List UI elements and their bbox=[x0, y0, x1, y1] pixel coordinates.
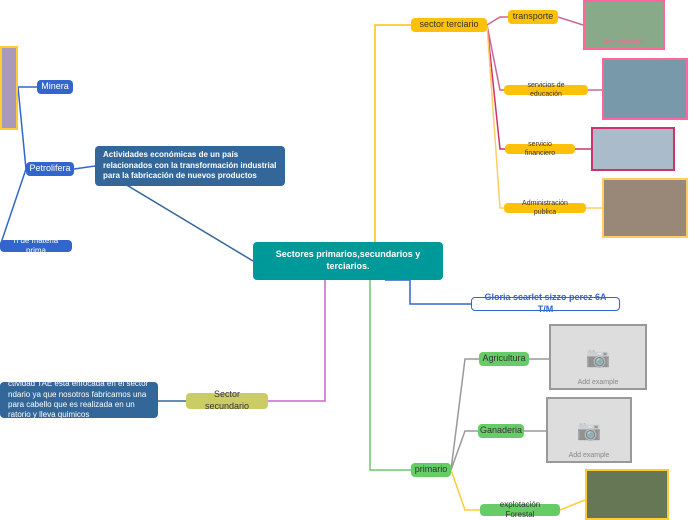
image-educacion[interactable] bbox=[602, 58, 688, 120]
image-transporte[interactable]: Add example bbox=[583, 0, 665, 50]
node-actividad-tae[interactable]: ctividad TAE esta enfocada en el sector … bbox=[0, 382, 158, 418]
node-sector-terciario[interactable]: sector terciario bbox=[411, 18, 487, 32]
center-node[interactable]: Sectores primarios,secundarios y terciar… bbox=[253, 242, 443, 280]
camera-icon: 📷 bbox=[577, 418, 602, 443]
camera-icon: 📷 bbox=[586, 345, 611, 370]
node-materia-prima[interactable]: n de materia prima bbox=[0, 240, 72, 252]
node-servicio-financiero[interactable]: servicio financiero bbox=[505, 144, 575, 154]
image-caption: Add example bbox=[569, 452, 610, 459]
image-left[interactable] bbox=[0, 46, 18, 130]
node-petrolifera[interactable]: Petrolifera bbox=[26, 162, 74, 176]
image-caption: Add example bbox=[578, 379, 619, 386]
image-forestal[interactable] bbox=[585, 469, 669, 520]
node-admin-publica[interactable]: Administración publica bbox=[504, 203, 586, 213]
node-servicios-educacion[interactable]: servicios de educación bbox=[504, 85, 588, 95]
node-agricultura[interactable]: Agricultura bbox=[479, 352, 529, 366]
node-actividades[interactable]: Actividades económicas de un país relaci… bbox=[95, 146, 285, 186]
image-agricultura[interactable]: 📷 Add example bbox=[549, 324, 647, 390]
node-sector-secundario[interactable]: Sector secundario bbox=[186, 393, 268, 409]
node-ganaderia[interactable]: Ganaderia bbox=[478, 424, 524, 438]
image-financiero[interactable] bbox=[591, 127, 675, 171]
image-ganaderia[interactable]: 📷 Add example bbox=[546, 397, 632, 463]
node-gloria[interactable]: Gloria scarlet sizzo perez 6A T/M bbox=[471, 297, 620, 311]
node-explotacion[interactable]: explotación Forestal bbox=[480, 504, 560, 516]
image-admin[interactable] bbox=[602, 178, 688, 238]
node-transporte[interactable]: transporte bbox=[508, 10, 558, 24]
image-caption: Add example bbox=[604, 39, 645, 46]
node-minera[interactable]: Minera bbox=[37, 80, 73, 94]
node-primario[interactable]: primario bbox=[411, 463, 451, 477]
